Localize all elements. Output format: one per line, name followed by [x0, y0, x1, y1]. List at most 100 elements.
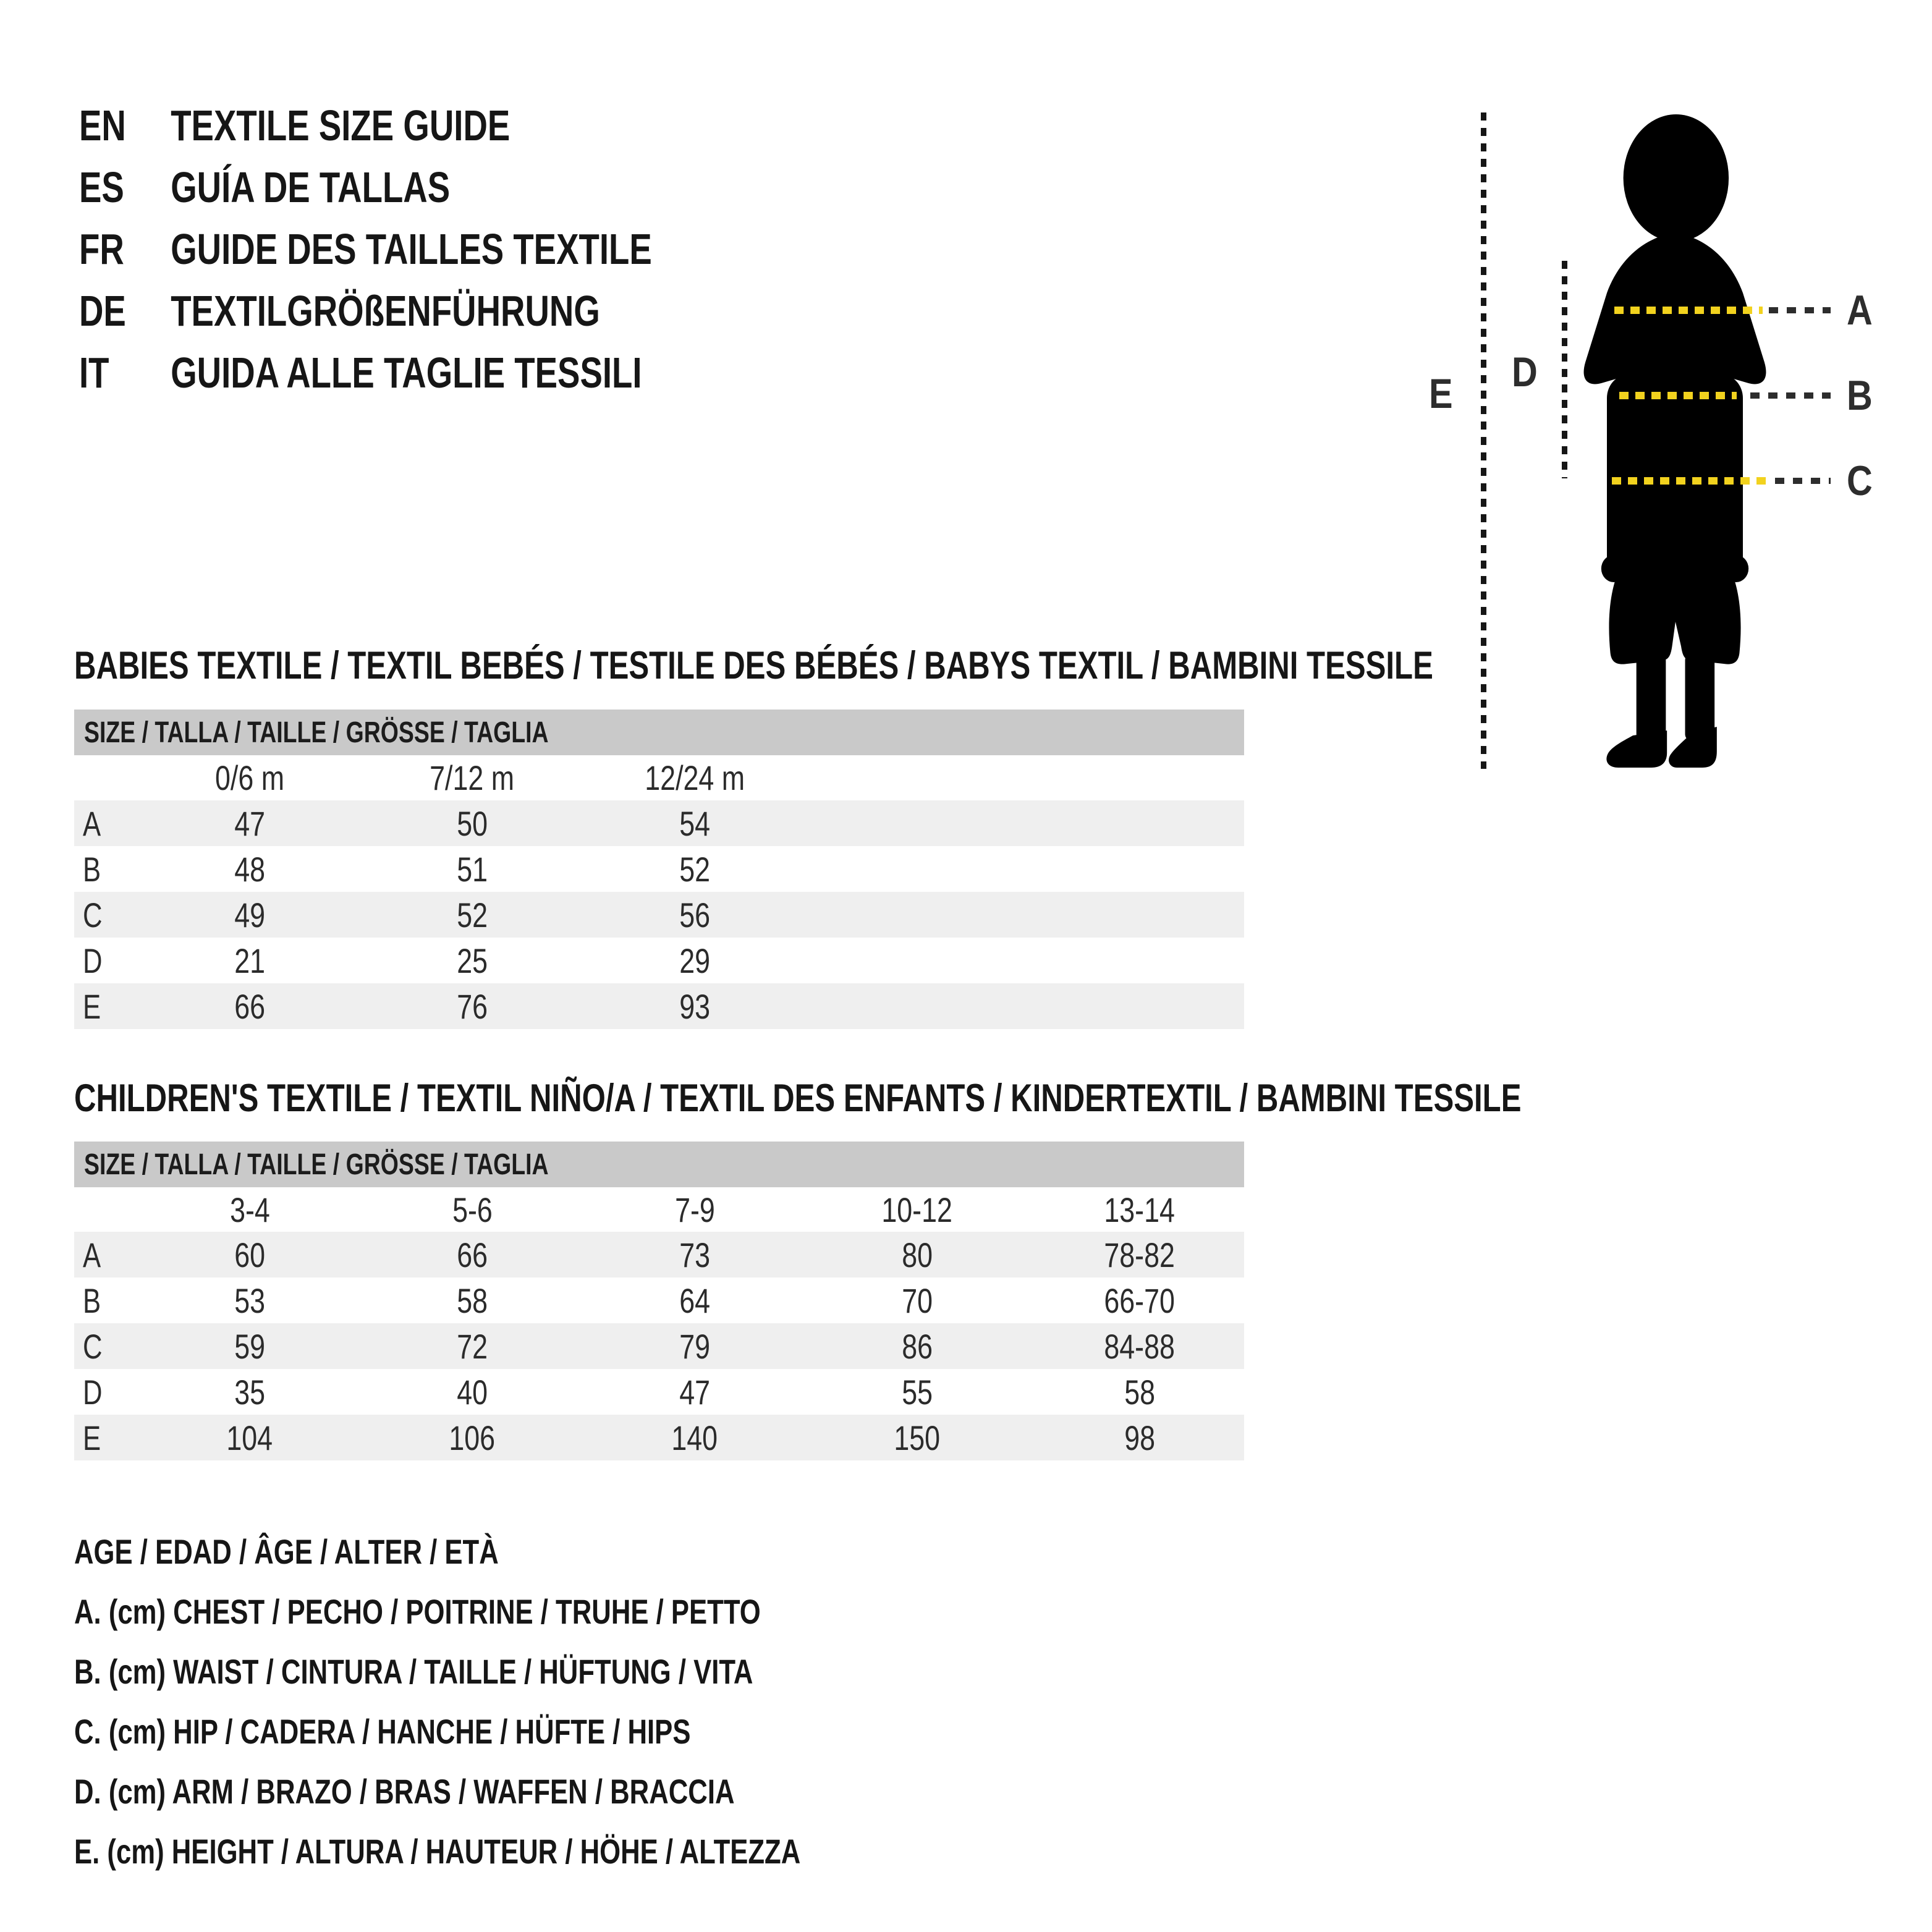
row-label: D — [83, 1372, 103, 1412]
babies-heading-text: BABIES TEXTILE / TEXTIL BEBÉS / TESTILE … — [74, 644, 1433, 687]
table-row: B 53 58 64 70 66-70 — [74, 1277, 1244, 1323]
table-cell: 47 — [679, 1372, 710, 1412]
table-cell: 66-70 — [1104, 1281, 1176, 1320]
babies-col-0-6m: 0/6 m — [214, 758, 285, 797]
waist-dash-dark — [1750, 392, 1831, 399]
babies-col-12-24m: 12/24 m — [645, 758, 745, 797]
table-cell: 79 — [679, 1326, 710, 1366]
table-cell: 49 — [234, 895, 265, 934]
table-cell: 50 — [457, 803, 488, 843]
table-cell: 51 — [457, 849, 488, 889]
language-title: GUIDE DES TAILLES TEXTILE — [171, 225, 652, 273]
table-cell: 86 — [902, 1326, 933, 1366]
table-cell: 55 — [902, 1372, 933, 1412]
row-label: B — [83, 1281, 101, 1320]
table-row: D 21 25 29 — [74, 938, 1244, 983]
children-col-13-14: 13-14 — [1104, 1190, 1176, 1229]
legend-chest: A. (cm) CHEST / PECHO / POITRINE / TRUHE… — [74, 1592, 761, 1631]
table-cell: 58 — [1124, 1372, 1155, 1412]
row-label: A — [83, 803, 101, 843]
table-cell: 73 — [679, 1235, 710, 1274]
hip-dash-yellow — [1612, 477, 1766, 485]
language-code: FR — [79, 225, 124, 273]
language-row-de: DE TEXTILGRÖßENFÜHRUNG — [79, 286, 600, 336]
table-cell: 53 — [234, 1281, 265, 1320]
legend-waist: B. (cm) WAIST / CINTURA / TAILLE / HÜFTU… — [74, 1652, 753, 1691]
figure-label-a: A — [1847, 287, 1873, 334]
table-cell: 21 — [234, 941, 265, 980]
babies-column-header-row: 0/6 m 7/12 m 12/24 m — [74, 755, 1244, 800]
language-row-en: EN TEXTILE SIZE GUIDE — [79, 101, 510, 150]
table-cell: 72 — [457, 1326, 488, 1366]
row-label: B — [83, 849, 101, 889]
table-cell: 70 — [902, 1281, 933, 1320]
language-title: GUIDA ALLE TAGLIE TESSILI — [171, 349, 642, 397]
table-cell: 52 — [679, 849, 710, 889]
table-cell: 93 — [679, 986, 710, 1026]
table-row: C 49 52 56 — [74, 892, 1244, 938]
language-row-fr: FR GUIDE DES TAILLES TEXTILE — [79, 224, 652, 274]
table-cell: 35 — [234, 1372, 265, 1412]
table-cell: 76 — [457, 986, 488, 1026]
table-cell: 40 — [457, 1372, 488, 1412]
table-row: B 48 51 52 — [74, 846, 1244, 892]
hip-dash-dark — [1775, 478, 1831, 484]
table-cell: 98 — [1124, 1418, 1155, 1457]
row-label: C — [83, 1326, 103, 1366]
figure-label-e: E — [1429, 370, 1453, 417]
table-cell: 66 — [234, 986, 265, 1026]
table-cell: 80 — [902, 1235, 933, 1274]
row-label: E — [83, 1418, 101, 1457]
table-cell: 29 — [679, 941, 710, 980]
language-code: EN — [79, 101, 126, 150]
table-row: A 47 50 54 — [74, 800, 1244, 846]
table-cell: 64 — [679, 1281, 710, 1320]
arm-measure-line-d — [1562, 261, 1567, 478]
language-code: IT — [79, 349, 109, 397]
children-size-header-bar: SIZE / TALLA / TAILLE / GRÖSSE / TAGLIA — [74, 1142, 1244, 1187]
table-row: E 66 76 93 — [74, 983, 1244, 1029]
table-cell: 56 — [679, 895, 710, 934]
children-col-3-4: 3-4 — [229, 1190, 270, 1229]
children-heading-text: CHILDREN'S TEXTILE / TEXTIL NIÑO/A / TEX… — [74, 1077, 1522, 1120]
table-cell: 66 — [457, 1235, 488, 1274]
table-cell: 150 — [894, 1418, 941, 1457]
table-row: E 104 106 140 150 98 — [74, 1415, 1244, 1460]
chest-dash-yellow — [1614, 307, 1763, 314]
height-measure-line-e — [1481, 112, 1486, 769]
figure-label-b: B — [1847, 372, 1873, 419]
table-row: C 59 72 79 86 84-88 — [74, 1323, 1244, 1369]
legend-age: AGE / EDAD / ÂGE / ALTER / ETÀ — [74, 1532, 499, 1571]
children-col-7-9: 7-9 — [674, 1190, 715, 1229]
table-row: A 60 66 73 80 78-82 — [74, 1232, 1244, 1277]
babies-heading: BABIES TEXTILE / TEXTIL BEBÉS / TESTILE … — [74, 644, 1816, 687]
language-title: GUÍA DE TALLAS — [171, 163, 451, 211]
language-row-it: IT GUIDA ALLE TAGLIE TESSILI — [79, 348, 642, 397]
table-cell: 52 — [457, 895, 488, 934]
babies-col-7-12m: 7/12 m — [430, 758, 515, 797]
table-cell: 104 — [226, 1418, 273, 1457]
row-label: E — [83, 986, 101, 1026]
table-cell: 84-88 — [1104, 1326, 1176, 1366]
table-cell: 60 — [234, 1235, 265, 1274]
children-col-5-6: 5-6 — [452, 1190, 493, 1229]
row-label: D — [83, 941, 103, 980]
table-cell: 47 — [234, 803, 265, 843]
table-cell: 59 — [234, 1326, 265, 1366]
language-title: TEXTILGRÖßENFÜHRUNG — [171, 287, 600, 335]
table-cell: 54 — [679, 803, 710, 843]
table-cell: 106 — [449, 1418, 496, 1457]
babies-size-header-bar: SIZE / TALLA / TAILLE / GRÖSSE / TAGLIA — [74, 710, 1244, 755]
babies-size-header-text: SIZE / TALLA / TAILLE / GRÖSSE / TAGLIA — [84, 716, 549, 749]
figure-label-d: D — [1512, 349, 1538, 396]
row-label: C — [83, 895, 103, 934]
table-row: D 35 40 47 55 58 — [74, 1369, 1244, 1415]
chest-dash-dark — [1769, 307, 1831, 313]
language-code: ES — [79, 163, 124, 211]
language-row-es: ES GUÍA DE TALLAS — [79, 163, 450, 212]
table-cell: 25 — [457, 941, 488, 980]
table-cell: 78-82 — [1104, 1235, 1176, 1274]
legend-height: E. (cm) HEIGHT / ALTURA / HAUTEUR / HÖHE… — [74, 1832, 801, 1871]
children-size-header-text: SIZE / TALLA / TAILLE / GRÖSSE / TAGLIA — [84, 1148, 549, 1181]
